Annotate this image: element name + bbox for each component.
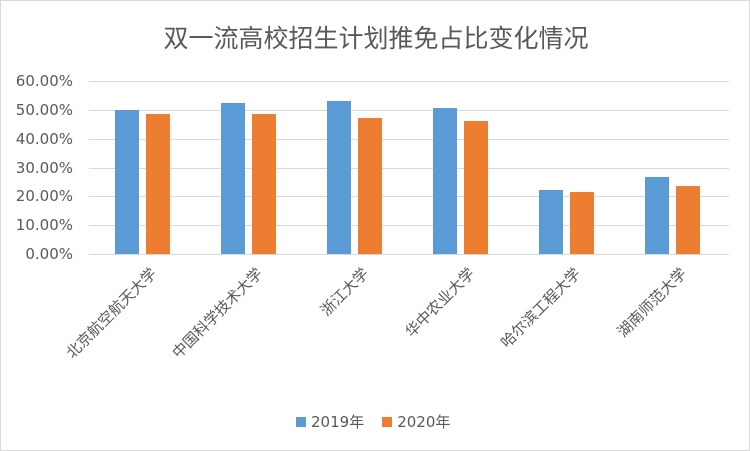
bar-2019年	[539, 189, 563, 254]
bar-2020年	[570, 192, 594, 254]
legend-item-2019: 2019年	[296, 411, 364, 432]
bar-2020年	[676, 186, 700, 254]
gridline	[89, 225, 729, 227]
x-tick-label: 湖南师范大学	[613, 264, 691, 341]
bar-2019年	[221, 103, 245, 254]
chart-title: 双一流高校招生计划推免占比变化情况	[163, 24, 589, 53]
bar-2019年	[115, 110, 139, 254]
y-tick-label: 50.00%	[15, 100, 73, 119]
bar-2019年	[327, 101, 351, 254]
x-tick-label: 北京航空航天大学	[62, 264, 161, 363]
legend-item-2020: 2020年	[382, 411, 450, 432]
y-tick-label: 60.00%	[15, 72, 73, 90]
bar-2020年	[252, 114, 276, 254]
y-tick-label: 0.00%	[25, 245, 73, 263]
x-tick-label: 华中农业大学	[401, 264, 479, 341]
bar-2020年	[146, 114, 170, 254]
gridline	[89, 167, 729, 169]
bar-2020年	[358, 117, 382, 254]
x-tick-label: 哈尔滨工程大学	[497, 264, 585, 352]
y-tick-label: 10.00%	[15, 216, 73, 235]
bar-2019年	[645, 177, 669, 254]
y-tick-label: 20.00%	[15, 187, 73, 206]
x-tick-label: 中国科学技术大学	[168, 264, 267, 363]
bar-2019年	[433, 108, 457, 254]
gridline	[89, 138, 729, 140]
y-tick-label: 30.00%	[15, 158, 73, 177]
gridline	[89, 196, 729, 198]
x-tick-label: 浙江大学	[316, 264, 373, 320]
y-tick-label: 40.00%	[15, 129, 73, 148]
gridline	[89, 109, 729, 111]
bar-2020年	[464, 121, 488, 254]
legend: 2019年 2020年	[296, 411, 450, 432]
gridline	[89, 254, 729, 255]
gridline	[89, 81, 729, 82]
